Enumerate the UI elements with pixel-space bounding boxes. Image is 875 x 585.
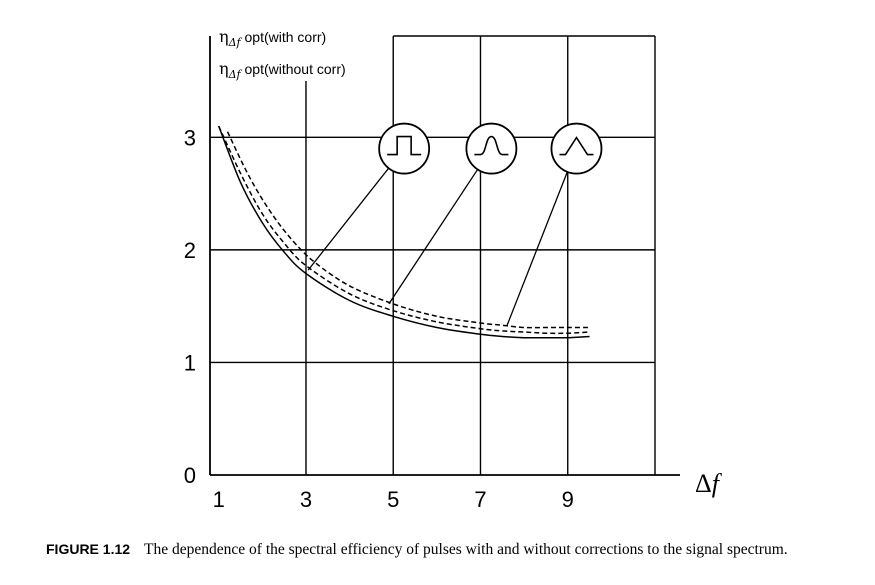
bell-pulse-icon: [474, 135, 509, 156]
x-tick-label: 3: [300, 487, 312, 512]
x-tick-label: 7: [474, 487, 486, 512]
x-axis-label: Δf: [695, 469, 723, 498]
y-tick-label: 1: [184, 350, 196, 375]
series-line-dashed: [218, 125, 590, 335]
leader-line: [506, 171, 568, 327]
triangle-pulse-icon: [559, 136, 594, 156]
y-tick-label: 0: [184, 463, 196, 488]
pulse-icon-circle: [550, 122, 603, 175]
caption-text: The dependence of the spectral efficienc…: [144, 541, 788, 558]
grid-lines: [210, 35, 656, 475]
y-tick-label: 3: [184, 125, 196, 150]
caption-label: FIGURE 1.12: [46, 541, 131, 557]
y-tick-label: 2: [184, 238, 196, 263]
x-tick-label: 1: [213, 487, 225, 512]
x-tick-label: 9: [562, 487, 574, 512]
figure-caption: FIGURE 1.12 The dependence of the spectra…: [46, 540, 866, 559]
axes: [209, 36, 680, 476]
pulse-icons: [307, 122, 603, 327]
series-lines: [218, 125, 590, 339]
leader-line: [307, 167, 390, 271]
y-axis-label-2: ηΔf opt(without corr): [219, 59, 346, 81]
rect-pulse-icon: [387, 135, 422, 156]
leader-line: [388, 169, 479, 305]
y-axis-label-1: ηΔf opt(with corr): [219, 27, 326, 49]
pulse-icon-circle: [378, 122, 431, 175]
series-line-solid: [218, 125, 590, 339]
series-line-dashed: [226, 131, 590, 329]
x-tick-label: 5: [387, 487, 399, 512]
pulse-icon-circle: [465, 122, 518, 175]
